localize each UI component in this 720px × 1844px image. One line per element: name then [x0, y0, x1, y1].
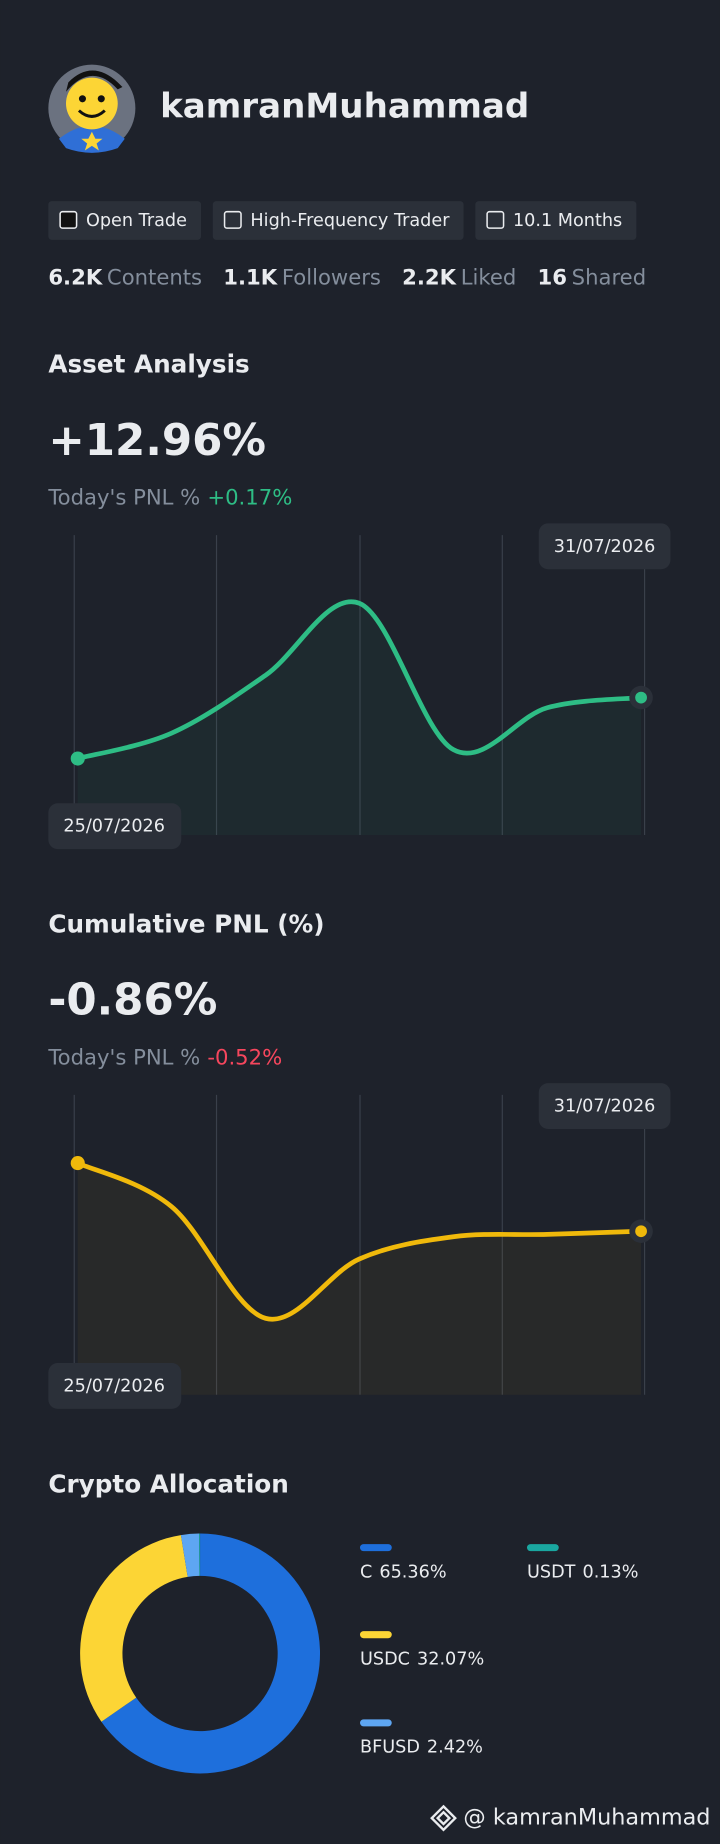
section-title: Cumulative PNL (%) [48, 910, 324, 939]
end-date-box [538, 1083, 671, 1129]
donut-slice [80, 1535, 188, 1722]
stat-value: 2.2K [402, 265, 457, 290]
tag-box [212, 201, 464, 240]
tag-label: High-Frequency Trader [250, 211, 450, 231]
donut-slice [101, 1533, 321, 1774]
legend-name: BFUSD [360, 1738, 420, 1758]
tag: High-Frequency Trader [212, 201, 464, 240]
end-date-box [538, 523, 671, 570]
stat-label: Liked [461, 265, 517, 290]
footer-handle: @ kamranMuhammad [463, 1805, 710, 1831]
line [76, 1160, 642, 1322]
start-date: 25/07/2026 [63, 1377, 165, 1397]
legend-entry: USDT 0.13% [527, 1562, 638, 1582]
today-pnl: Today's PNL % +0.17% [47, 485, 292, 510]
legend-value: 32.07% [417, 1649, 484, 1669]
legend-name: USDC [360, 1649, 410, 1669]
legend-value: 65.36% [379, 1562, 446, 1582]
section-title: Crypto Allocation [48, 1469, 289, 1498]
legend-swatch [526, 1544, 559, 1552]
start-point [70, 751, 85, 766]
today-label: Today's PNL % [47, 1044, 200, 1069]
start-date-box [48, 1363, 182, 1409]
tag-box [48, 201, 202, 240]
user-name: kamranMuhammad [160, 87, 529, 127]
start-date: 25/07/2026 [63, 817, 165, 837]
tag-icon [486, 210, 505, 229]
today-label: Today's PNL % [47, 485, 200, 510]
legend-name: C [360, 1562, 372, 1582]
start-point [70, 1156, 85, 1171]
donut-slice [199, 1533, 201, 1576]
stat-value: 6.2K [48, 265, 103, 290]
headline-value: -0.86% [48, 976, 217, 1026]
tag-box [475, 201, 637, 240]
headline-value: +12.96% [48, 416, 266, 466]
stat-label: Shared [572, 265, 646, 290]
legend-swatch [360, 1631, 392, 1639]
section-title: Asset Analysis [48, 350, 249, 379]
end-date: 31/07/2026 [554, 1097, 656, 1117]
legend-swatch [360, 1719, 392, 1727]
today-value: -0.52% [207, 1044, 282, 1069]
stat-value: 16 [537, 265, 566, 290]
area [77, 601, 642, 835]
today-pnl: Today's PNL % -0.52% [47, 1044, 282, 1069]
legend-entry: C 65.36% [360, 1562, 447, 1582]
stat-label: Followers [282, 265, 381, 290]
avatar [48, 64, 136, 153]
tag-icon [59, 210, 78, 229]
tag-label: 10.1 Months [513, 211, 622, 231]
today-value: +0.17% [207, 485, 292, 510]
tag: Open Trade [48, 201, 202, 240]
area [77, 1163, 642, 1395]
tag-label: Open Trade [86, 211, 187, 231]
line [77, 599, 642, 761]
footer-logo [430, 1804, 457, 1832]
legend-swatch [360, 1544, 392, 1552]
stats: 6.2K Contents 1.1K Followers 2.2K Liked 16 Shar… [48, 265, 646, 290]
legend-entry: BFUSD 2.42% [360, 1738, 483, 1758]
stat-value: 1.1K [223, 265, 278, 290]
donut-slice [180, 1533, 200, 1577]
start-date-box [48, 803, 182, 850]
legend-value: 2.42% [427, 1738, 483, 1758]
end-point [635, 1225, 647, 1238]
end-point [635, 691, 647, 704]
end-date: 31/07/2026 [554, 537, 656, 557]
legend-entry: USDC 32.07% [360, 1649, 484, 1669]
legend-name: USDT [527, 1562, 576, 1582]
stat-label: Contents [107, 265, 202, 290]
legend-value: 0.13% [582, 1562, 638, 1582]
tag-icon [223, 210, 242, 229]
tag: 10.1 Months [475, 201, 637, 240]
